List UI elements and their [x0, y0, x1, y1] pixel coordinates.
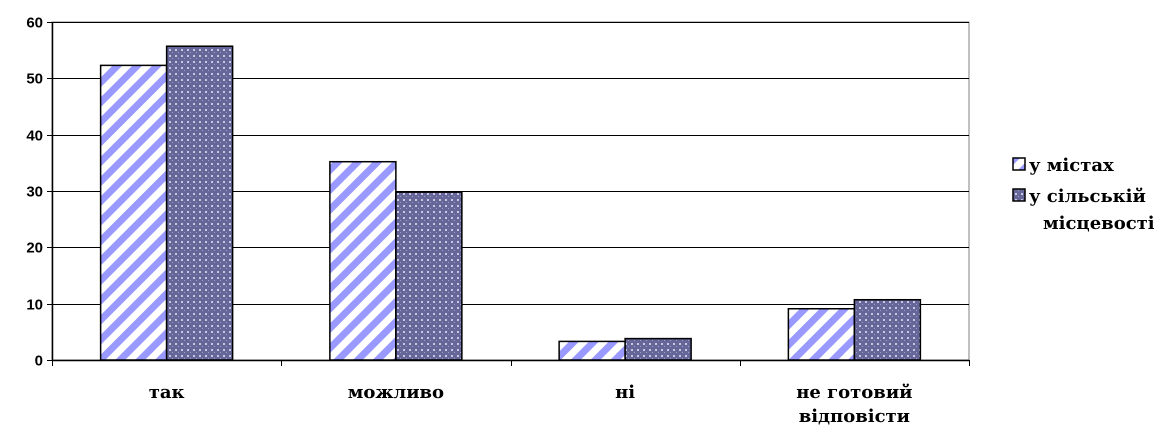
bar-rural [853, 298, 922, 361]
bar-rural [165, 45, 234, 361]
legend-swatch-urban [1012, 157, 1026, 171]
y-tick-label: 30 [26, 184, 43, 201]
x-tick-label: можливо [348, 382, 444, 403]
x-tick-label: так [149, 382, 185, 403]
bar-urban [329, 160, 397, 361]
legend-swatch-rural [1012, 188, 1026, 202]
bar-rural [624, 337, 692, 361]
y-tick-label: 10 [26, 297, 43, 314]
y-tick-label: 0 [35, 353, 43, 370]
y-tick-label: 20 [26, 240, 43, 257]
bar-urban [558, 340, 626, 361]
bar-urban [787, 307, 856, 361]
y-tick-label: 60 [26, 15, 43, 32]
legend-label-rural: у сільській місцевості [1029, 186, 1154, 234]
y-tick-label: 40 [26, 128, 43, 145]
plot-area: 0 10 20 30 40 50 60 так можливо ні не готовий відпо… [26, 15, 970, 427]
x-tick-label: не готовий відповісти [796, 382, 912, 427]
bar-urban [99, 64, 168, 361]
y-tick-label: 50 [26, 71, 43, 88]
bar-rural [395, 191, 463, 361]
legend-label-urban: у містах [1029, 155, 1114, 176]
x-tick-label: ні [615, 382, 635, 403]
legend: у містах у сільській місцевості [1012, 155, 1154, 234]
